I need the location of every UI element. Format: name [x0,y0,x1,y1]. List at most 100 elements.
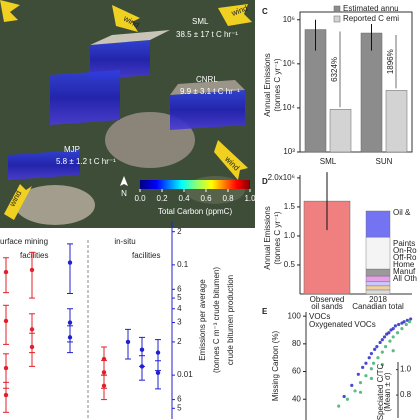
bar-segment [365,285,391,291]
north-arrow [120,176,128,186]
y-tick-label: 1.0 [284,231,296,240]
y-tick-label: 10⁵ [283,59,295,68]
point [358,381,363,385]
y-tick-label: 4 [177,304,182,313]
y-axis-label: (tonnes C yr⁻¹) [273,58,282,111]
inset-tick-label: 0.8 [400,390,412,399]
legend-label: Paints [393,239,415,248]
y-tick-label: 2 [177,227,182,236]
y-axis-label: Missing Carbon (%) [271,331,280,402]
point [364,361,368,365]
y-tick-label: 0.5 [284,260,296,269]
north-label: N [121,189,127,198]
point [125,339,131,345]
colorbar-tick-label: 0.4 [178,194,190,203]
annotation: 6324% [330,57,339,82]
legend-label: Oil & [393,208,411,217]
y-axis-label: Emissions per average [198,279,207,361]
site-emission: 5.8 ± 1.2 t C hr⁻¹ [56,157,116,166]
panel-label: D [262,177,268,186]
point [356,372,360,376]
point [139,347,145,352]
bar-segment [365,268,391,277]
y-axis-label: Annual Emissions [263,53,272,117]
y-tick-label: 1.5 [284,202,296,211]
point [3,269,9,275]
point [409,317,413,321]
point [373,347,377,351]
y-tick-label: 10⁴ [283,103,296,112]
plume-box-top [170,80,245,95]
point [367,356,371,360]
plume-box [8,150,80,180]
point [387,331,391,335]
panel-label: C [262,7,268,16]
point [376,356,380,360]
y-tick-label: 5 [177,403,182,412]
point [402,320,406,324]
colorbar [140,180,250,189]
point [375,345,379,349]
plume-box [50,70,120,125]
inset-label: Speciated C/TC [376,364,385,420]
y-tick-label: 10⁶ [283,15,295,24]
x-tick-label: 2018 Canadian total [352,295,404,311]
legend-swatch [333,5,341,13]
annotation: 1896% [386,49,395,74]
point [342,394,346,399]
legend-label: Estimated annu [343,4,399,13]
group-label: facilities [132,251,160,260]
colorbar-label: Total Carbon (ppmC) [158,207,233,216]
point [101,370,107,375]
y-axis-label: (tonnes C m⁻³ crude bitumen) [212,267,221,373]
bar-segment [365,289,391,295]
legend-label: On-Ro [393,246,417,255]
plume-box [170,90,245,130]
point [388,339,392,343]
point [29,267,35,273]
colorbar-tick-label: 1.0 [244,194,256,203]
wind-arrow [112,5,140,32]
bar-segment [365,236,391,270]
inset-label: (Mean ± σ) [383,372,392,411]
y-tick-label: 2.0x10⁶ [268,173,295,182]
point [155,370,161,375]
map-panel: wind wind wind wind SML 38.5 ± 17 t C hr… [0,0,255,228]
point [380,350,384,354]
wind-arrow [218,4,252,26]
colorbar-tick-label: 0.0 [134,194,146,203]
bar-segment [365,275,391,283]
group-label: urface mining [0,237,48,246]
y-tick-label: 3 [177,318,182,327]
point [391,349,395,353]
site-emission: 9.9 ± 3.1 t C hr⁻¹ [180,87,240,96]
point [380,338,384,342]
y-tick-label: 80 [292,339,301,348]
y-tick-label: 2 [177,337,182,346]
x-tick-label: SUN [376,157,393,166]
point [391,335,395,339]
bar-segment [365,281,391,287]
point [345,397,350,401]
point [378,340,382,345]
point [393,324,397,328]
y-tick-label: 40 [292,394,301,403]
site-name: CNRL [196,75,218,84]
point [371,361,376,365]
x-tick-label: SML [320,157,337,166]
legend-swatch [333,15,341,23]
point [139,364,145,369]
point [407,320,412,324]
point [369,376,373,381]
mine-area [15,185,95,225]
point [101,383,107,389]
legend-label: VOCs [309,312,330,321]
y-tick-label: 10³ [283,147,295,156]
legend-label: All Oth [393,274,417,283]
bar-segment [365,210,391,238]
point [3,392,9,398]
wind-arrow [214,140,248,180]
point [353,389,357,393]
point [29,344,35,350]
inset-tick-label: 1.0 [400,365,412,374]
